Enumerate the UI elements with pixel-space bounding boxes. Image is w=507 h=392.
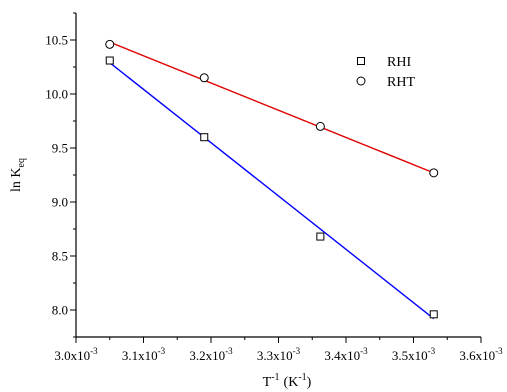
y-tick-label: 8.5 — [52, 249, 68, 264]
x-tick-label: 3.1x10-3 — [122, 346, 166, 363]
x-tick-label: 3.4x10-3 — [324, 346, 368, 363]
y-axis-title: ln Keq — [9, 158, 27, 192]
x-tick-label: 3.6x10-3 — [459, 346, 503, 363]
fit-lines — [109, 41, 435, 320]
y-tick-label: 10.5 — [45, 33, 68, 48]
legend-marker-rhi — [357, 57, 365, 65]
data-point-rhi — [105, 56, 114, 65]
y-tick-label: 10.0 — [45, 87, 68, 102]
legend-marker-rht — [356, 76, 366, 86]
axes: 3.0x10-3 3.1x10-3 3.2x10-3 3.3x10-3 3.4x10-3… — [45, 12, 503, 363]
x-tick-label: 3.5x10-3 — [392, 346, 436, 363]
data-point-rhi — [429, 310, 438, 319]
legend-label-rht: RHT — [387, 75, 415, 90]
data-point-rht — [199, 73, 209, 83]
data-point-rht — [429, 168, 439, 178]
x-tick-label: 3.2x10-3 — [189, 346, 233, 363]
data-point-rhi — [200, 133, 209, 142]
x-tick-label: 3.0x10-3 — [54, 346, 98, 363]
data-point-rht — [315, 121, 325, 131]
data-point-rhi — [316, 232, 325, 241]
fit-line-rhi — [109, 62, 435, 320]
legend: RHI RHT — [356, 55, 415, 90]
x-tick-label: 3.3x10-3 — [257, 346, 301, 363]
fit-line-rht — [109, 41, 435, 174]
legend-label-rhi: RHI — [387, 55, 411, 70]
y-tick-label: 9.0 — [52, 195, 68, 210]
y-tick-label: 8.0 — [52, 303, 68, 318]
x-axis-title: T-1 (K-1) — [263, 372, 312, 390]
data-point-rht — [105, 39, 115, 49]
y-tick-label: 9.5 — [52, 141, 68, 156]
data-points — [105, 39, 439, 319]
